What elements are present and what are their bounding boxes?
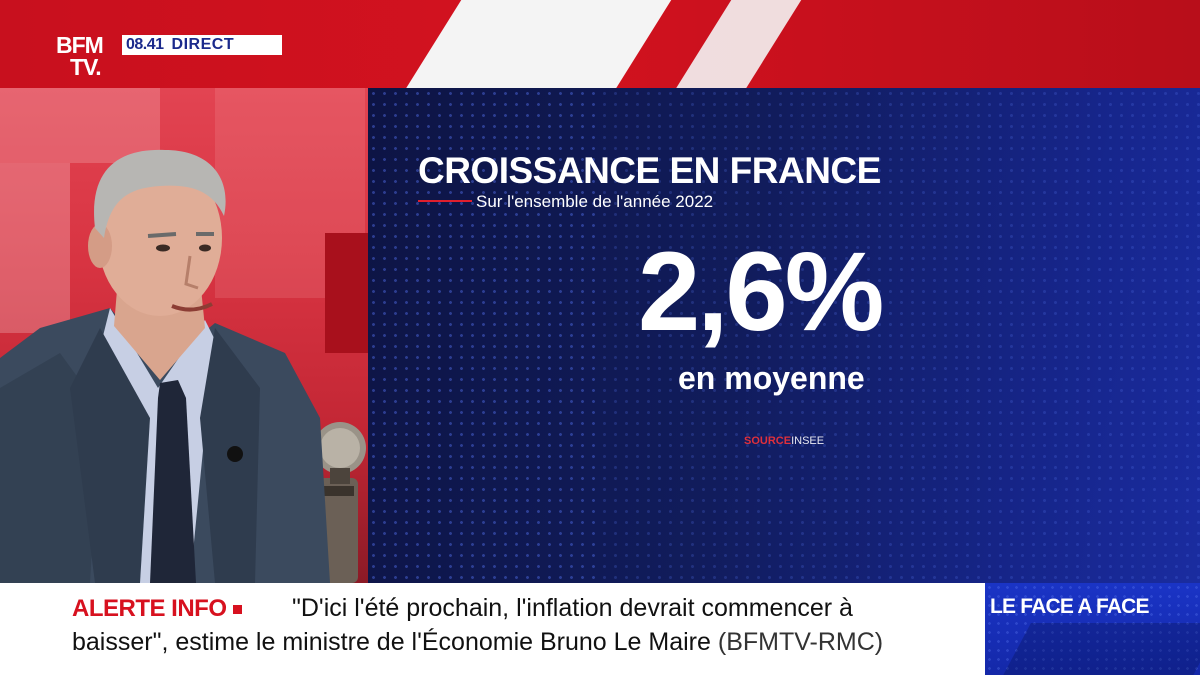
speaker-figure (0, 149, 366, 583)
dot-pattern (368, 88, 598, 583)
studio-camera-view (0, 88, 370, 583)
ticker-credit: (BFMTV-RMC) (717, 628, 884, 656)
alert-info-label: ALERTE INFO (72, 595, 242, 623)
live-clock-badge: 08.41 DIRECT (122, 35, 282, 55)
infographic-subtitle: Sur l'ensemble de l'année 2022 (476, 192, 714, 211)
news-ticker: ALERTE INFO "D'ici l'été prochain, l'inf… (0, 583, 985, 675)
alert-square-icon (232, 605, 242, 615)
show-title: LE FACE A FACE (990, 595, 1150, 618)
ticker-headline-line-1: "D'ici l'été prochain, l'inflation devra… (292, 594, 853, 622)
source-value: INSEE (791, 435, 825, 447)
show-title-box: LE FACE A FACE (985, 583, 1200, 675)
ticker-headline-line-2: baisser", estime le ministre de l'Économ… (72, 628, 883, 657)
live-label: DIRECT (171, 36, 235, 53)
growth-value: 2,6% (638, 229, 884, 354)
studio-panel (325, 233, 370, 353)
logo-line-1: BFM (56, 32, 104, 58)
banner-stripe (643, 0, 827, 88)
ticker-line-2-text: baisser", estime le ministre de l'Économ… (72, 628, 711, 656)
infographic-title: CROISSANCE EN FRANCE (418, 150, 881, 191)
studio-panel (0, 88, 160, 163)
title-accent-line (418, 200, 472, 202)
source-credit: SOURCEINSEE (744, 435, 824, 447)
logo-line-2: TV. (70, 54, 102, 80)
clock-time: 08.41 (126, 36, 164, 53)
growth-infographic: CROISSANCE EN FRANCE Sur l'ensemble de l… (368, 88, 1200, 583)
source-label: SOURCE (744, 435, 792, 447)
show-decoration (999, 623, 1200, 675)
channel-logo: BFM TV. (56, 32, 118, 80)
growth-value-caption: en moyenne (678, 360, 865, 396)
studio-panel (0, 163, 70, 333)
dot-pattern (985, 583, 1200, 675)
dot-pattern (368, 88, 1200, 583)
alert-label-text: ALERTE INFO (72, 595, 227, 622)
banner-stripe (373, 0, 697, 88)
